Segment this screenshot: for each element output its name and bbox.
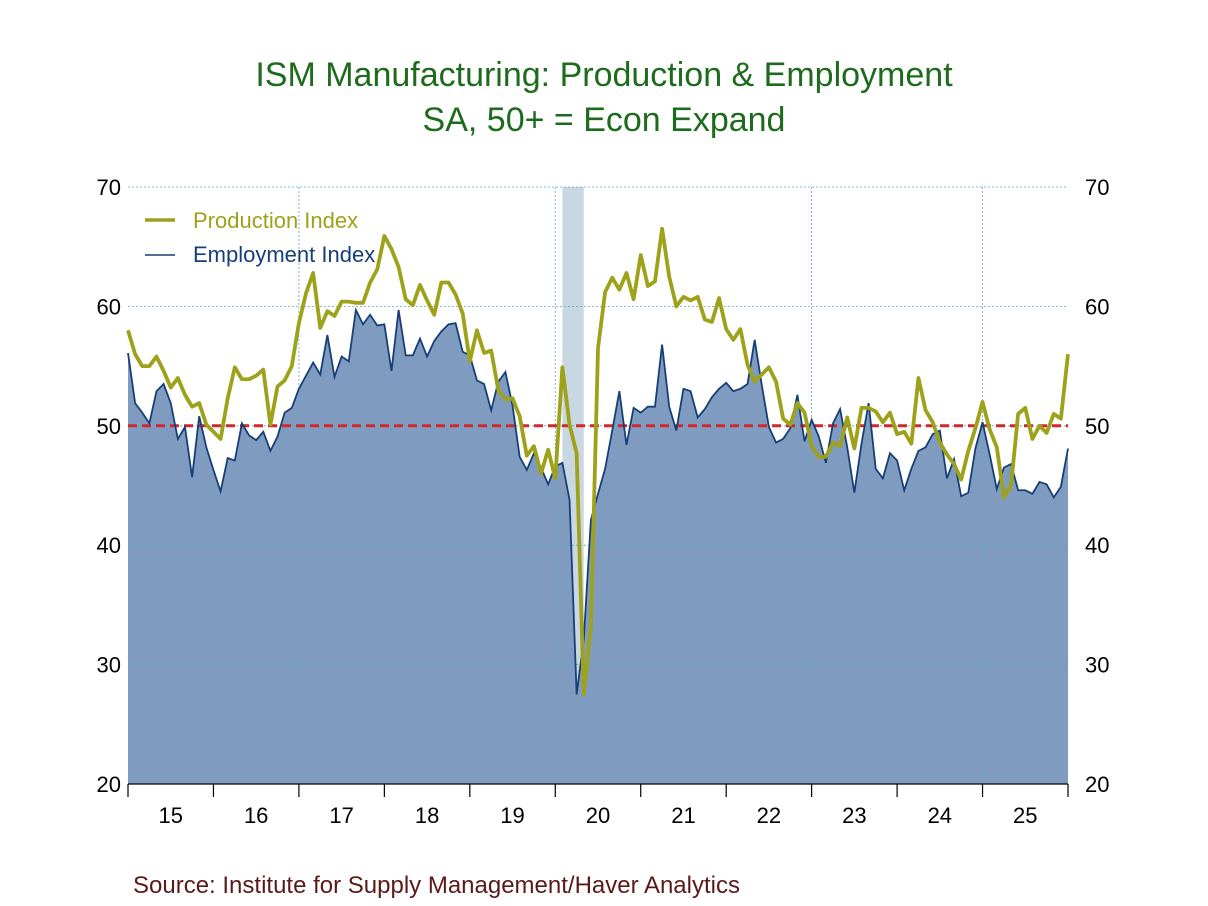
y-tick-label-right: 70 (1085, 175, 1109, 200)
employment-line (127, 306, 1069, 695)
y-tick-label-left: 50 (97, 414, 121, 439)
x-tick-label: 22 (757, 803, 781, 828)
x-tick-label: 19 (500, 803, 524, 828)
source-note: Source: Institute for Supply Management/… (133, 872, 740, 899)
legend-label-production: Production Index (193, 208, 358, 233)
production-line (126, 226, 1070, 697)
x-tick-label: 23 (842, 803, 866, 828)
x-tick-label: 24 (928, 803, 952, 828)
x-tick-label: 25 (1013, 803, 1037, 828)
x-tick-label: 18 (415, 803, 439, 828)
legend-label-employment: Employment Index (193, 242, 375, 267)
employment-area (128, 309, 1068, 784)
x-tick-label: 21 (671, 803, 695, 828)
y-tick-label-left: 30 (97, 653, 121, 678)
y-tick-label-right: 30 (1085, 653, 1109, 678)
y-tick-label-left: 60 (97, 294, 121, 319)
x-tick-label: 20 (586, 803, 610, 828)
y-tick-label-right: 20 (1085, 772, 1109, 797)
x-tick-label: 15 (158, 803, 182, 828)
y-tick-label-right: 50 (1085, 414, 1109, 439)
x-tick-label: 17 (329, 803, 353, 828)
chart-title: ISM Manufacturing: Production & Employme… (255, 56, 953, 94)
y-tick-label-left: 70 (97, 175, 121, 200)
y-tick-label-right: 60 (1085, 294, 1109, 319)
y-tick-label-left: 40 (97, 533, 121, 558)
y-tick-label-right: 40 (1085, 533, 1109, 558)
chart-subtitle: SA, 50+ = Econ Expand (422, 101, 786, 139)
x-tick-label: 16 (244, 803, 268, 828)
y-tick-label-left: 20 (97, 772, 121, 797)
